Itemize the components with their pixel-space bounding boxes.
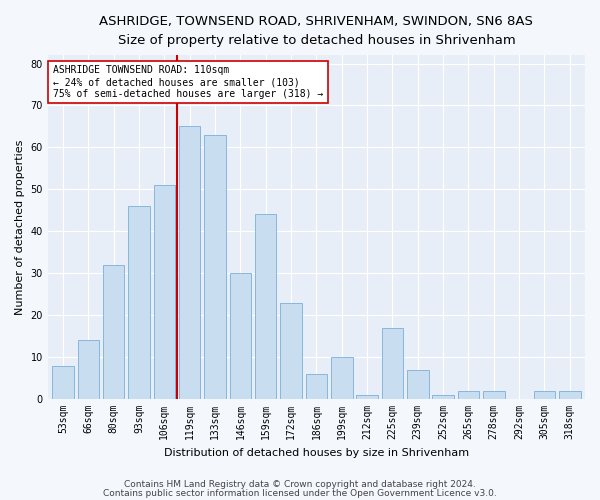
- Bar: [356, 395, 378, 399]
- Bar: [382, 328, 403, 399]
- Bar: [280, 302, 302, 399]
- Bar: [483, 390, 505, 399]
- Bar: [52, 366, 74, 399]
- Bar: [77, 340, 99, 399]
- Bar: [128, 206, 150, 399]
- Bar: [533, 390, 555, 399]
- Bar: [230, 273, 251, 399]
- Bar: [559, 390, 581, 399]
- Bar: [255, 214, 277, 399]
- Bar: [433, 395, 454, 399]
- Title: ASHRIDGE, TOWNSEND ROAD, SHRIVENHAM, SWINDON, SN6 8AS
Size of property relative : ASHRIDGE, TOWNSEND ROAD, SHRIVENHAM, SWI…: [100, 15, 533, 47]
- Bar: [103, 265, 124, 399]
- Text: ASHRIDGE TOWNSEND ROAD: 110sqm
← 24% of detached houses are smaller (103)
75% of: ASHRIDGE TOWNSEND ROAD: 110sqm ← 24% of …: [53, 66, 323, 98]
- Bar: [331, 357, 353, 399]
- Text: Contains public sector information licensed under the Open Government Licence v3: Contains public sector information licen…: [103, 488, 497, 498]
- X-axis label: Distribution of detached houses by size in Shrivenham: Distribution of detached houses by size …: [164, 448, 469, 458]
- Bar: [179, 126, 200, 399]
- Bar: [305, 374, 327, 399]
- Y-axis label: Number of detached properties: Number of detached properties: [15, 140, 25, 315]
- Bar: [154, 185, 175, 399]
- Bar: [458, 390, 479, 399]
- Text: Contains HM Land Registry data © Crown copyright and database right 2024.: Contains HM Land Registry data © Crown c…: [124, 480, 476, 489]
- Bar: [204, 135, 226, 399]
- Bar: [407, 370, 428, 399]
